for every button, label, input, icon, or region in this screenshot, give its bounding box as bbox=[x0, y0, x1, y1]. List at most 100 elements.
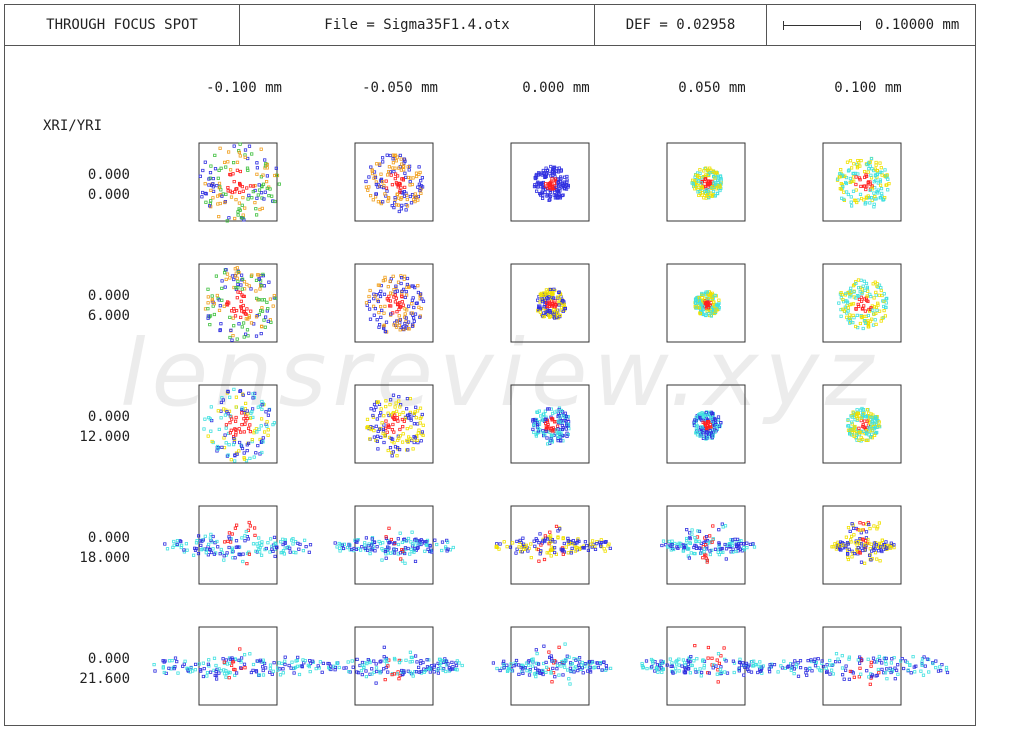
spot-point bbox=[390, 203, 394, 208]
spot-point bbox=[182, 662, 186, 666]
spot-point bbox=[218, 304, 222, 308]
spot-point bbox=[864, 187, 868, 192]
spot-point bbox=[878, 196, 882, 200]
spot-point bbox=[393, 445, 398, 449]
spot-point bbox=[399, 186, 403, 190]
spot-point bbox=[415, 438, 419, 443]
spot-point bbox=[873, 433, 877, 438]
spot-point bbox=[698, 168, 702, 172]
spot-point bbox=[872, 191, 876, 195]
spot-point bbox=[583, 540, 588, 544]
spot-point bbox=[749, 660, 754, 664]
spot-point bbox=[232, 144, 236, 148]
spot-point bbox=[854, 175, 858, 179]
spot-point bbox=[495, 666, 499, 671]
spot-point bbox=[882, 292, 886, 296]
spot-point bbox=[250, 407, 255, 411]
spot-point bbox=[846, 552, 850, 556]
spot-point bbox=[406, 536, 411, 541]
spot-point bbox=[564, 414, 569, 419]
spot-point bbox=[244, 459, 249, 463]
spot-point bbox=[212, 656, 217, 660]
spot-point bbox=[214, 663, 218, 668]
spot-point bbox=[242, 662, 247, 666]
spot-point bbox=[389, 537, 394, 542]
spot-point bbox=[260, 665, 265, 669]
spot-point bbox=[398, 305, 402, 309]
spot-point bbox=[746, 667, 750, 672]
spot-point bbox=[393, 197, 397, 202]
spot-point bbox=[364, 669, 368, 673]
spot-box bbox=[354, 142, 434, 222]
spot-point bbox=[234, 286, 238, 290]
spot-point bbox=[852, 552, 857, 556]
spot-point bbox=[227, 216, 231, 220]
spot-box bbox=[354, 263, 434, 343]
spot-point bbox=[850, 204, 854, 208]
spot-point bbox=[385, 545, 390, 549]
spot-point bbox=[714, 664, 718, 668]
spot-point bbox=[236, 290, 240, 294]
spot-point bbox=[397, 412, 402, 417]
spot-point bbox=[237, 201, 241, 205]
spot-point bbox=[834, 652, 839, 656]
spot-point bbox=[255, 172, 259, 176]
spot-point bbox=[571, 539, 575, 543]
spot-point bbox=[685, 528, 689, 532]
spot-point bbox=[399, 197, 403, 201]
spot-point bbox=[394, 296, 399, 300]
spot-point bbox=[507, 665, 512, 669]
spot-point bbox=[670, 664, 675, 668]
spot-point bbox=[705, 558, 710, 562]
spot-point bbox=[869, 558, 873, 562]
spot-point bbox=[733, 537, 737, 541]
spot-point bbox=[223, 285, 227, 289]
spot-point bbox=[273, 554, 277, 559]
spot-point bbox=[564, 427, 568, 431]
spot-point bbox=[866, 170, 870, 174]
spot-point bbox=[548, 287, 553, 292]
spot-point bbox=[875, 169, 879, 173]
spot-point bbox=[398, 427, 402, 432]
spot-point bbox=[544, 166, 548, 170]
spot-point bbox=[388, 170, 393, 174]
spot-point bbox=[395, 321, 399, 325]
spot-point bbox=[215, 293, 219, 298]
spot-point bbox=[565, 434, 569, 439]
spot-point bbox=[545, 436, 549, 440]
spot-point bbox=[381, 200, 385, 204]
spot-point bbox=[865, 162, 869, 167]
spot-point bbox=[228, 315, 232, 320]
spot-point bbox=[535, 538, 539, 543]
spot-point bbox=[399, 557, 403, 561]
spot-point bbox=[702, 547, 706, 551]
spot-point bbox=[552, 312, 556, 317]
spot-point bbox=[850, 522, 854, 526]
spot-point bbox=[257, 183, 261, 187]
spot-point bbox=[424, 543, 428, 547]
spot-point bbox=[693, 552, 697, 556]
spot-point bbox=[852, 526, 856, 530]
spot-point bbox=[789, 668, 793, 672]
spot-point bbox=[694, 301, 698, 306]
spot-point bbox=[371, 304, 376, 308]
spot-point bbox=[877, 423, 881, 428]
spot-point bbox=[878, 658, 882, 663]
spot-point bbox=[518, 538, 522, 543]
spot-point bbox=[227, 545, 231, 550]
spot-point bbox=[346, 660, 350, 664]
spot-point bbox=[234, 545, 238, 549]
spot-point bbox=[541, 196, 545, 200]
spot-point bbox=[529, 556, 533, 560]
spot-diagram-frame: THROUGH FOCUS SPOT File = Sigma35F1.4.ot… bbox=[4, 4, 976, 726]
spot-point bbox=[595, 540, 599, 544]
spot-point bbox=[650, 665, 654, 669]
spot-point bbox=[396, 183, 400, 188]
spot-point bbox=[239, 315, 243, 320]
spot-point bbox=[864, 173, 868, 177]
spot-point bbox=[844, 291, 848, 296]
spot-point bbox=[868, 182, 872, 186]
spot-point bbox=[400, 670, 405, 674]
spot-point bbox=[718, 185, 722, 189]
spot-point bbox=[694, 670, 698, 674]
